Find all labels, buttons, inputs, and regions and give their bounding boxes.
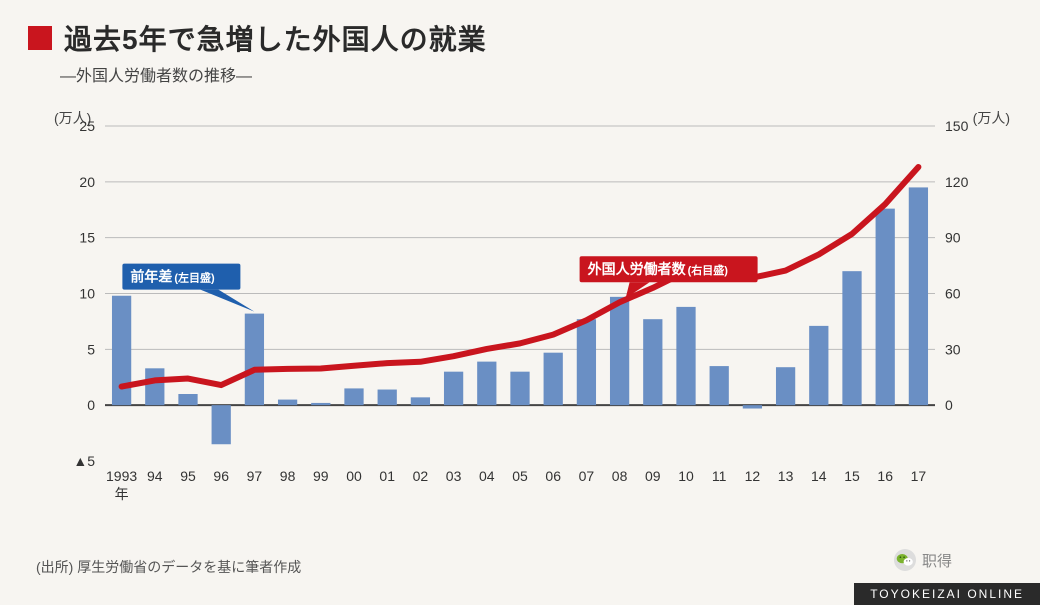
x-tick: 13: [778, 468, 794, 484]
bar: [676, 307, 695, 405]
x-tick: 05: [512, 468, 528, 484]
bar: [842, 271, 861, 405]
bar: [610, 297, 629, 405]
x-tick: 94: [147, 468, 163, 484]
bar: [245, 314, 264, 406]
right-tick: 120: [945, 174, 969, 190]
x-tick: 99: [313, 468, 329, 484]
x-tick: 06: [545, 468, 561, 484]
chart-svg: ▲5051015202503060901201501993年9495969798…: [50, 96, 990, 516]
bar: [809, 326, 828, 405]
x-tick: 07: [579, 468, 595, 484]
x-tick: 1993: [106, 468, 137, 484]
bar: [311, 403, 330, 405]
line-series: [122, 167, 919, 387]
page-title: 過去5年で急増した外国人の就業: [64, 18, 487, 58]
wechat-label: 职得: [922, 550, 952, 571]
right-tick: 150: [945, 118, 969, 134]
right-tick: 60: [945, 286, 961, 302]
left-tick: 5: [87, 341, 95, 357]
wechat-icon: [894, 549, 916, 571]
x-tick: 03: [446, 468, 462, 484]
x-tick: 01: [379, 468, 395, 484]
bar: [178, 394, 197, 405]
bar: [344, 388, 363, 405]
x-tick: 15: [844, 468, 860, 484]
x-tick: 11: [712, 468, 727, 484]
x-tick: 09: [645, 468, 661, 484]
x-tick: 12: [745, 468, 761, 484]
chart-area: ▲5051015202503060901201501993年9495969798…: [50, 96, 990, 516]
x-tick: 02: [413, 468, 429, 484]
x-tick: 00: [346, 468, 362, 484]
right-tick: 30: [945, 341, 961, 357]
x-tick: 98: [280, 468, 296, 484]
right-tick: 90: [945, 230, 961, 246]
bar: [743, 405, 762, 408]
title-bullet: [28, 26, 52, 50]
brand-bar: TOYOKEIZAI ONLINE: [854, 583, 1040, 605]
left-tick: 10: [79, 286, 95, 302]
page-subtitle: ―外国人労働者数の推移―: [60, 62, 252, 86]
bar: [378, 390, 397, 406]
bar: [444, 372, 463, 406]
title-row: 過去5年で急増した外国人の就業: [28, 18, 487, 58]
x-tick: 10: [678, 468, 694, 484]
right-tick: 0: [945, 397, 953, 413]
left-tick: ▲5: [73, 453, 95, 469]
bar: [577, 319, 596, 405]
bar: [510, 372, 529, 406]
x-tick: 17: [911, 468, 927, 484]
left-tick: 20: [79, 174, 95, 190]
source-note: (出所) 厚生労働省のデータを基に筆者作成: [36, 557, 301, 577]
left-tick: 0: [87, 397, 95, 413]
x-tick: 96: [213, 468, 229, 484]
x-tick-sub: 年: [115, 486, 129, 502]
bar: [876, 209, 895, 406]
x-tick: 04: [479, 468, 495, 484]
bar: [278, 400, 297, 406]
x-tick: 95: [180, 468, 196, 484]
bar: [643, 319, 662, 405]
bar: [776, 367, 795, 405]
x-tick: 08: [612, 468, 628, 484]
bar: [411, 397, 430, 405]
bar: [145, 368, 164, 405]
bar: [212, 405, 231, 444]
bar-callout-arrow: [200, 290, 254, 312]
wechat-badge: 职得: [894, 549, 952, 571]
x-tick: 97: [247, 468, 263, 484]
x-tick: 16: [877, 468, 893, 484]
bar: [477, 362, 496, 406]
left-tick: 25: [79, 118, 95, 134]
x-tick: 14: [811, 468, 827, 484]
bar: [710, 366, 729, 405]
bar: [544, 353, 563, 405]
left-tick: 15: [79, 230, 95, 246]
bar: [909, 187, 928, 405]
